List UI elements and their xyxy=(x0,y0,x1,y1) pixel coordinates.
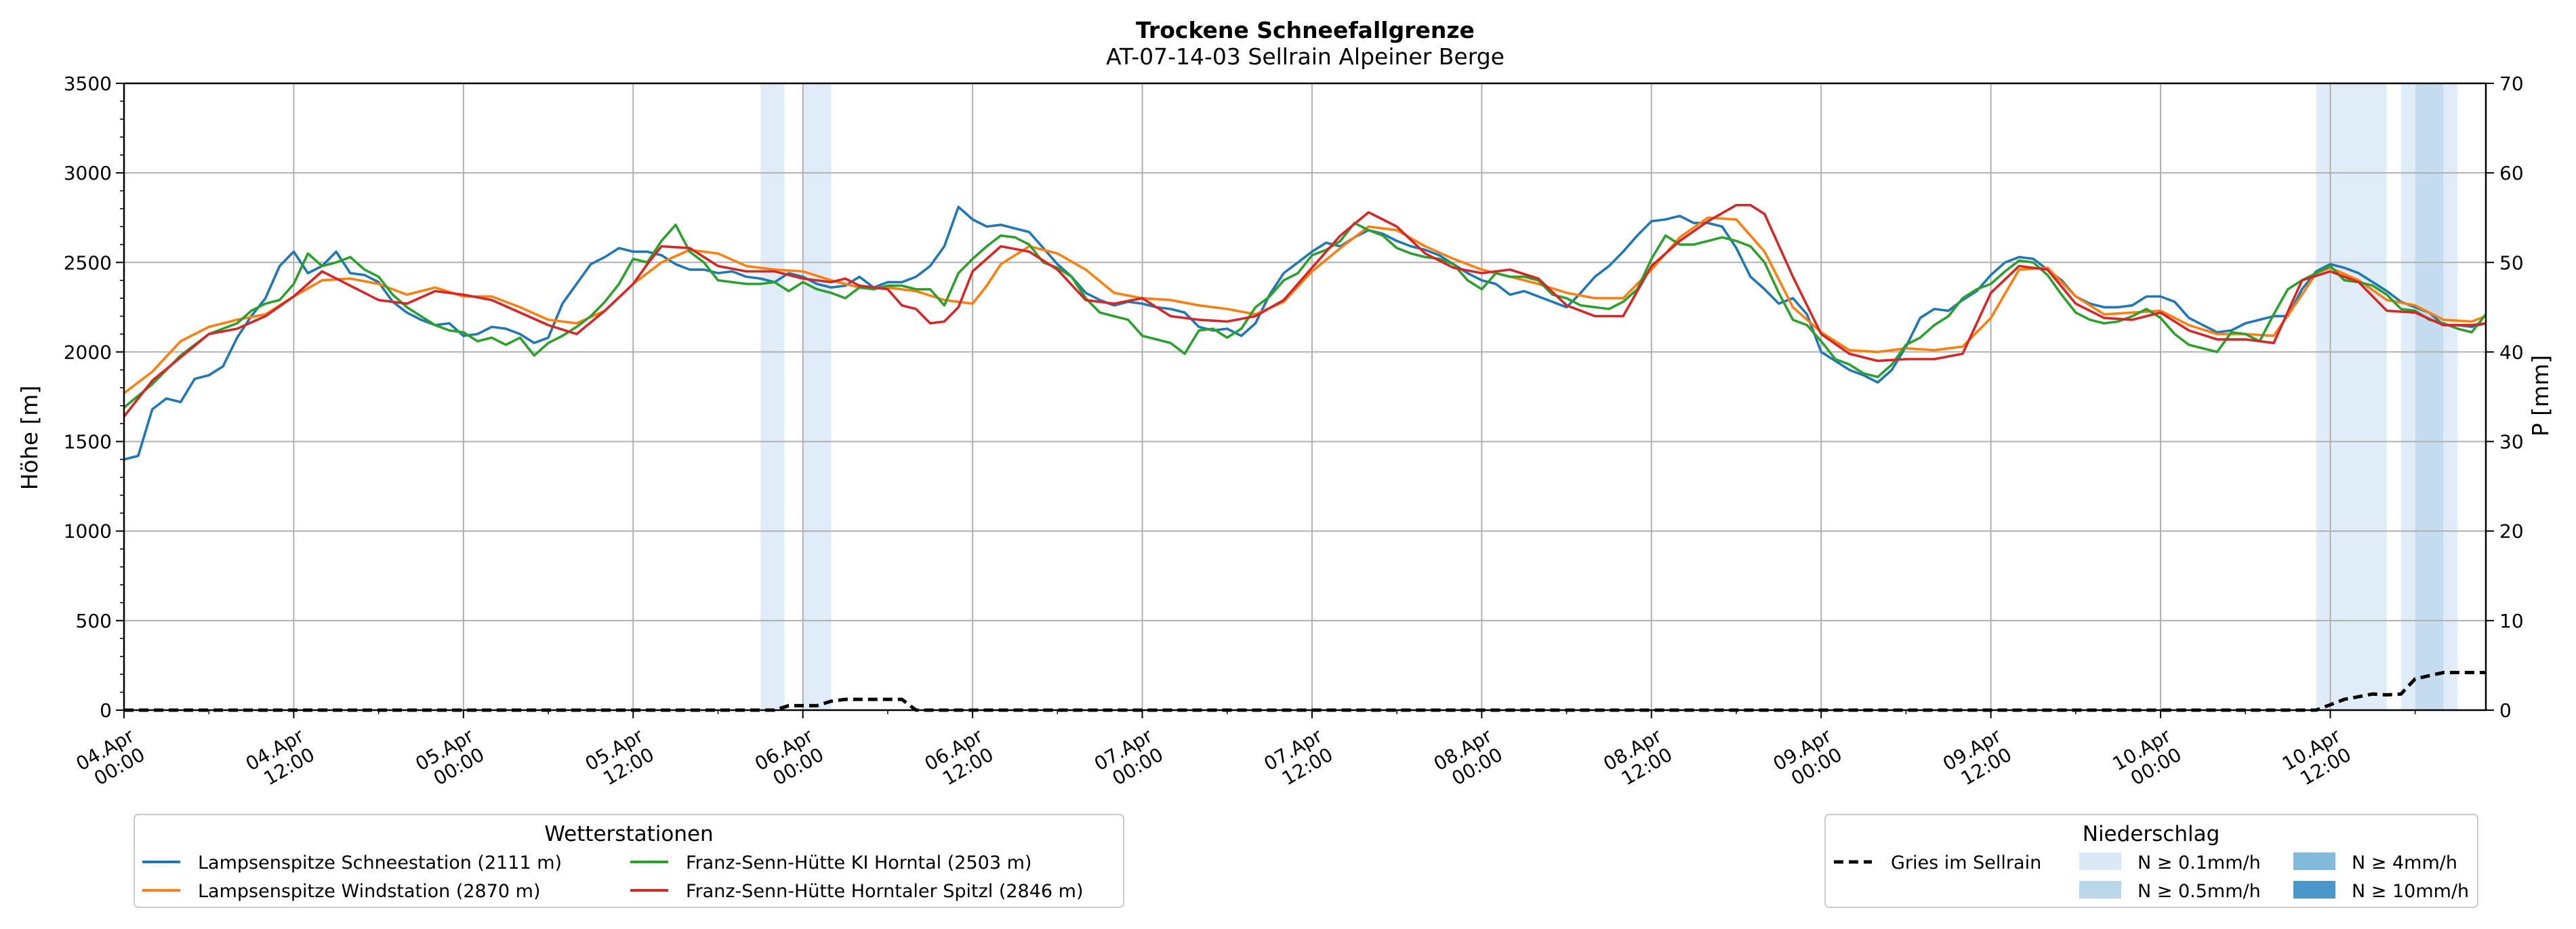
legend-swatch-level-2 xyxy=(2079,881,2121,899)
y2-tick-label-30: 30 xyxy=(2499,431,2524,453)
y2-tick-label-20: 20 xyxy=(2499,520,2524,543)
y-tick-label-500: 500 xyxy=(76,610,112,632)
series-line-lampsenspitze-schnee xyxy=(123,205,2487,461)
legend-label-level-2: N ≥ 0.5mm/h xyxy=(2138,881,2261,902)
precip-band-1 xyxy=(802,83,832,710)
precip-bands-layer xyxy=(760,83,2458,710)
stations-legend-box xyxy=(134,814,1124,908)
precip-legend-title: Niederschlag xyxy=(2083,822,2220,846)
precip-legend: Niederschlag Gries im Sellrain N ≥ 0.1mm… xyxy=(1824,814,2478,908)
precip-band-4 xyxy=(2415,83,2444,710)
chart-subtitle: AT-07-14-03 Sellrain Alpeiner Berge xyxy=(1106,43,1505,70)
y-tick-label-3000: 3000 xyxy=(64,162,112,184)
y2-tick-label-60: 60 xyxy=(2499,162,2524,184)
stations-legend: Wetterstationen Lampsenspitze Schneestat… xyxy=(134,814,1124,908)
y2-axis-label: P [mm] xyxy=(2527,355,2554,436)
legend-label-lampsenspitze-wind: Lampsenspitze Windstation (2870 m) xyxy=(198,881,541,902)
legend-label-level-4: N ≥ 10mm/h xyxy=(2352,881,2469,902)
legend-label-franz-senn-horntal: Franz-Senn-Hütte KI Horntal (2503 m) xyxy=(686,852,1031,873)
series-line-franz-senn-spitzl xyxy=(123,203,2487,417)
precip-band-3 xyxy=(2400,83,2415,710)
y-tick-label-3500: 3500 xyxy=(64,73,112,95)
series-line-lampsenspitze-wind xyxy=(123,216,2487,394)
stations-legend-title: Wetterstationen xyxy=(544,822,713,846)
y-tick-label-0: 0 xyxy=(100,699,112,722)
y2-tick-label-0: 0 xyxy=(2499,699,2512,722)
precip-band-0 xyxy=(760,83,785,710)
chart-title: Trockene Schneefallgrenze xyxy=(1136,17,1475,43)
precip-band-2 xyxy=(2316,83,2387,710)
y-tick-label-1500: 1500 xyxy=(64,431,112,453)
plot-frame xyxy=(123,82,2487,711)
y-tick-label-2000: 2000 xyxy=(64,341,112,363)
y2-tick-label-50: 50 xyxy=(2499,251,2524,274)
legend-swatch-level-3 xyxy=(2293,852,2335,870)
y-tick-label-1000: 1000 xyxy=(64,520,112,543)
y2-tick-label-40: 40 xyxy=(2499,341,2524,363)
legend-swatch-level-1 xyxy=(2079,852,2121,870)
legend-label-lampsenspitze-schnee: Lampsenspitze Schneestation (2111 m) xyxy=(198,852,562,873)
series-layer xyxy=(123,203,2487,712)
legend-label-franz-senn-spitzl: Franz-Senn-Hütte Horntaler Spitzl (2846 … xyxy=(686,881,1084,902)
y-tick-label-2500: 2500 xyxy=(64,251,112,274)
legend-label-gries: Gries im Sellrain xyxy=(1891,852,2041,873)
y2-tick-label-10: 10 xyxy=(2499,610,2524,632)
legend-swatch-level-4 xyxy=(2293,881,2335,899)
y-axis-label: Höhe [m] xyxy=(16,386,43,491)
legend-label-level-3: N ≥ 4mm/h xyxy=(2352,852,2457,873)
precip-band-5 xyxy=(2443,83,2458,710)
y2-tick-label-70: 70 xyxy=(2499,73,2524,95)
legend-label-level-1: N ≥ 0.1mm/h xyxy=(2138,852,2261,873)
